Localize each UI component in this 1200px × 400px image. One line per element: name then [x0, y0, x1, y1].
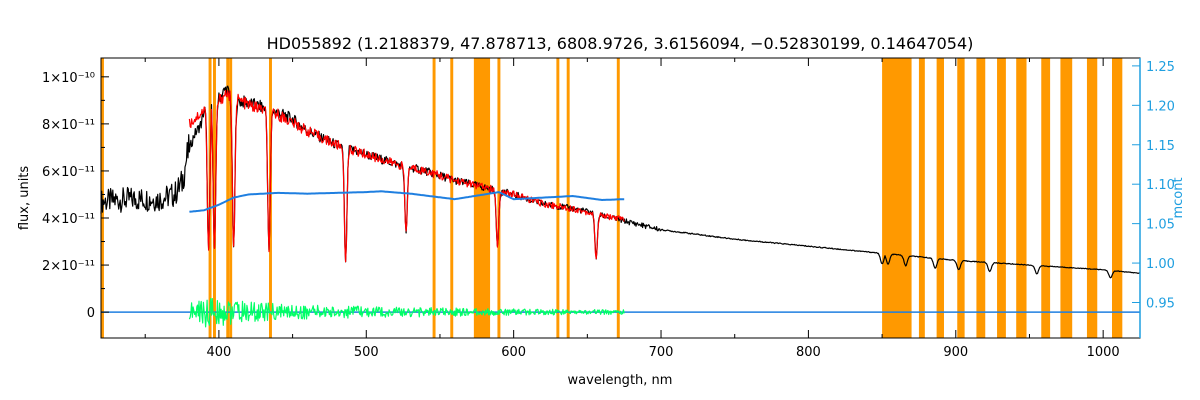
mask-band-18	[997, 58, 1006, 338]
y2-tick-label: 1.15	[1146, 139, 1175, 154]
mask-band-19	[1016, 58, 1027, 338]
series-layer	[100, 85, 1141, 328]
x-tick-label: 800	[796, 345, 821, 360]
y2-tick-label: 1.25	[1146, 60, 1175, 75]
y-tick-label: 4×10⁻¹¹	[42, 212, 95, 227]
y-tick-label: 2×10⁻¹¹	[42, 259, 95, 274]
mask-band-23	[1111, 58, 1123, 338]
y-tick-label: 6×10⁻¹¹	[42, 165, 95, 180]
mask-band-22	[1086, 58, 1098, 338]
y2-tick-label: 1.10	[1146, 178, 1175, 193]
mask-band-20	[1041, 58, 1051, 338]
y2-tick-label: 0.95	[1146, 297, 1175, 312]
mask-band-14	[918, 58, 925, 338]
mask-band-6	[432, 58, 436, 338]
series-continuum-correction	[189, 190, 625, 213]
y-tick-label: 0	[87, 306, 95, 321]
y2-tick-label: 1.00	[1146, 257, 1175, 272]
ticks: 400 500 600 700 800 900 1000 0 2×10⁻¹¹ 4×10⁻¹¹ 6×1…	[42, 58, 1175, 360]
mask-band-3	[226, 58, 230, 338]
x-axis-label: wavelength, nm	[568, 373, 673, 388]
y-tick-label: 1×10⁻¹⁰	[42, 71, 95, 86]
mask-band-17	[976, 58, 986, 338]
mask-band-13	[882, 58, 912, 338]
chart-title: HD055892 (1.2188379, 47.878713, 6808.972…	[267, 34, 974, 53]
x-tick-label: 700	[649, 345, 674, 360]
y-axis-label: flux, units	[17, 166, 32, 231]
mask-band-8	[473, 58, 491, 338]
mask-band-11	[566, 58, 570, 338]
x-tick-label: 400	[206, 345, 231, 360]
y2-axis-label: mcont	[1171, 177, 1186, 218]
mask-band-2	[213, 58, 216, 338]
y2-tick-label: 1.05	[1146, 218, 1175, 233]
mask-band-15	[936, 58, 944, 338]
mask-band-12	[616, 58, 620, 338]
x-tick-label: 900	[943, 345, 968, 360]
y2-tick-label: 1.20	[1146, 99, 1175, 114]
mask-band-9	[497, 58, 501, 338]
x-tick-label: 500	[354, 345, 379, 360]
mask-band-21	[1060, 58, 1073, 338]
masked-bands	[101, 58, 1123, 338]
series-model	[188, 89, 625, 263]
x-tick-label: 600	[501, 345, 526, 360]
mask-band-16	[957, 58, 965, 338]
x-tick-label: 1000	[1087, 345, 1120, 360]
y-tick-label: 8×10⁻¹¹	[42, 118, 95, 133]
series-residual-fit	[188, 297, 625, 328]
mask-band-10	[556, 58, 560, 338]
